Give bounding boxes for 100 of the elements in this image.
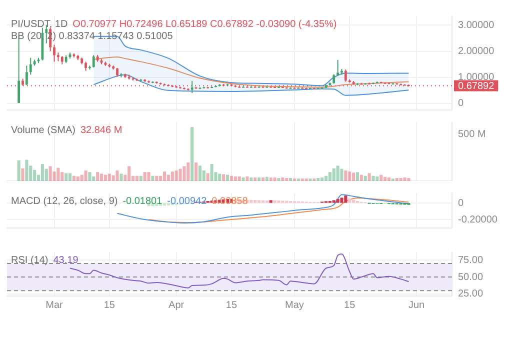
bar <box>143 172 146 181</box>
bar <box>44 168 48 181</box>
bar <box>17 160 20 181</box>
candlestick <box>344 69 347 82</box>
bar <box>265 176 268 181</box>
bar <box>104 174 107 181</box>
bar <box>218 174 222 181</box>
x-tick-label: May <box>285 300 304 311</box>
bar <box>80 174 84 181</box>
bar <box>364 176 367 181</box>
line-series <box>93 74 410 96</box>
bar <box>21 168 24 181</box>
bar <box>368 173 371 181</box>
bar <box>96 172 100 181</box>
bar <box>281 177 284 181</box>
bar <box>261 177 265 181</box>
bar <box>214 172 218 181</box>
y-tick-label: 25.00 <box>458 288 484 300</box>
bar <box>258 177 261 181</box>
annotation: 0.00858 <box>212 196 248 207</box>
bar <box>64 173 68 181</box>
bar <box>131 176 135 181</box>
bar <box>344 170 348 181</box>
annotation: 32.846 M <box>80 124 122 136</box>
x-tick-label: 15 <box>104 300 116 311</box>
bar <box>222 174 226 181</box>
bar <box>178 168 182 181</box>
bar <box>182 166 186 181</box>
bar <box>340 198 344 203</box>
x-tick-label: Apr <box>168 300 185 311</box>
bar <box>316 178 320 181</box>
chart-title: RSI (14) <box>11 254 48 266</box>
bar <box>242 177 245 181</box>
bar <box>155 176 158 181</box>
bar <box>202 170 206 181</box>
bar <box>403 177 406 181</box>
bar <box>76 176 80 181</box>
line-series <box>116 194 410 224</box>
bar <box>332 200 336 203</box>
bar <box>387 177 391 181</box>
bar <box>344 196 348 203</box>
bar <box>198 166 202 181</box>
y-tick-label: -0.20000 <box>458 214 498 226</box>
y-tick-label: 50.00 <box>458 272 484 283</box>
line-series <box>93 56 410 88</box>
bar <box>147 172 150 181</box>
bar <box>238 176 241 181</box>
candlestick <box>84 61 87 72</box>
bar <box>60 172 64 181</box>
bar <box>72 176 76 181</box>
bar <box>52 172 56 181</box>
bar <box>36 174 40 181</box>
chart-title: MACD (12, 26, close, 9) <box>11 196 118 207</box>
bar <box>360 174 363 181</box>
annotation: -0.00942 <box>167 196 208 207</box>
candlestick <box>336 59 339 77</box>
bar <box>254 200 257 203</box>
bar <box>324 176 328 181</box>
bar <box>234 176 237 181</box>
text: 500 M <box>458 128 486 140</box>
bar <box>33 170 36 181</box>
x-tick-label: 15 <box>344 300 356 311</box>
bar <box>84 170 88 181</box>
bar <box>166 174 170 181</box>
bar <box>250 177 253 181</box>
bar <box>352 172 356 181</box>
bar <box>128 166 131 181</box>
bar <box>68 173 72 181</box>
y-tick-label: 0 <box>458 198 464 209</box>
bar <box>226 174 230 181</box>
bar <box>273 177 276 181</box>
candlestick <box>53 44 56 62</box>
bar <box>340 168 344 181</box>
bar <box>380 174 383 181</box>
bar <box>48 166 52 181</box>
bar <box>135 176 138 181</box>
bar <box>88 172 92 181</box>
bar <box>162 172 166 181</box>
bar <box>250 200 253 203</box>
annotation: 43.19 <box>53 254 79 266</box>
bar <box>277 178 280 181</box>
bar <box>124 174 127 181</box>
ref-line-label: 0.67892 <box>458 80 495 92</box>
candlestick <box>29 57 32 76</box>
bar <box>139 176 142 181</box>
chart-title: PI/USDT, 1D <box>11 18 68 30</box>
bar <box>348 172 352 181</box>
candlestick <box>332 74 336 84</box>
bar <box>120 174 123 181</box>
bar <box>246 176 249 181</box>
x-tick-label: Mar <box>46 300 64 311</box>
bar <box>395 178 398 181</box>
y-tick-label: 3.00000 <box>458 20 495 31</box>
bar <box>356 172 360 181</box>
candlestick <box>190 80 194 94</box>
bar <box>116 170 119 181</box>
bar <box>336 166 340 181</box>
annotation: -0.01801 <box>122 196 163 207</box>
bar <box>194 162 198 181</box>
chart-title: Volume (SMA) <box>11 124 76 136</box>
